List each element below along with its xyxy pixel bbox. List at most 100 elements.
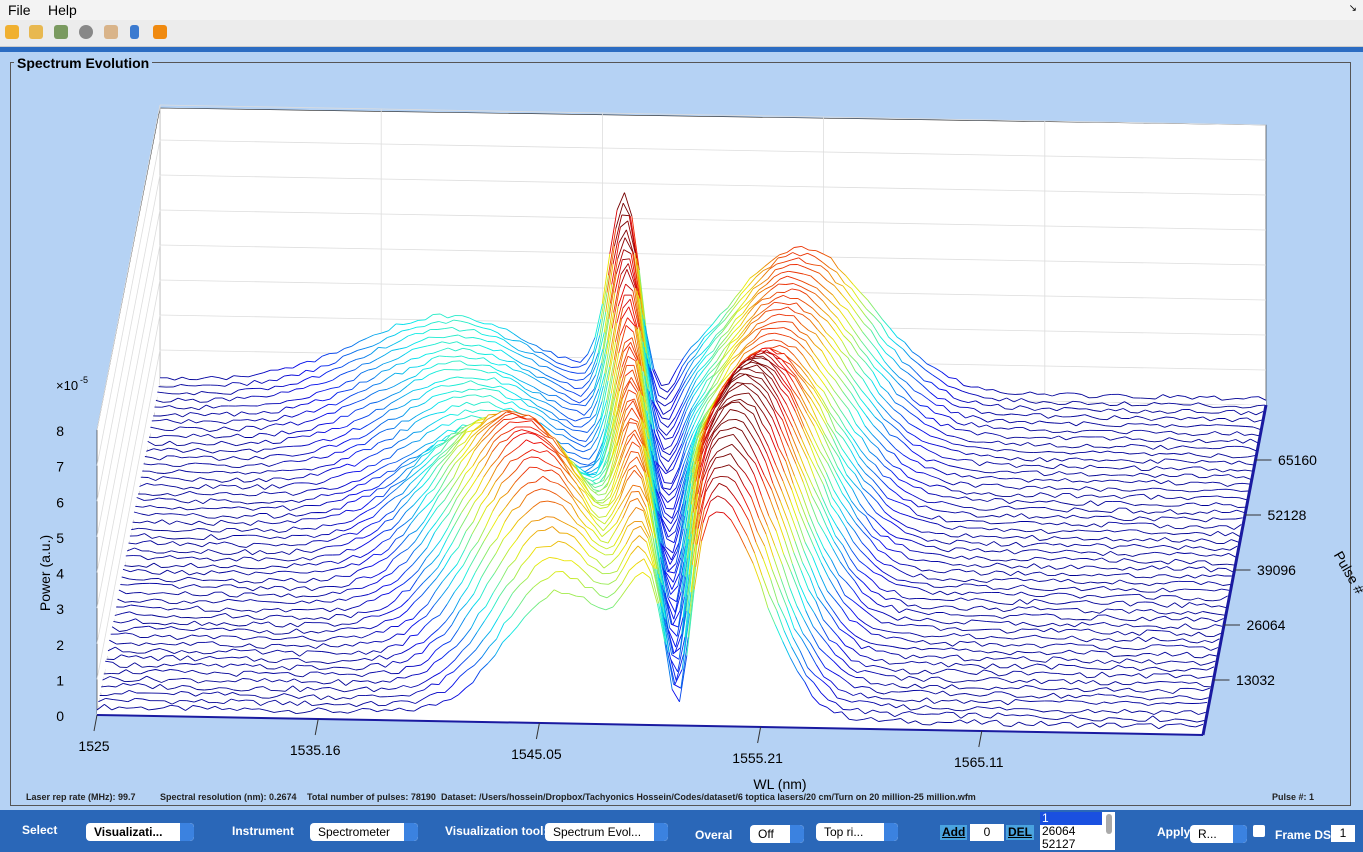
surface-line	[712, 313, 721, 324]
surface-line	[241, 411, 250, 415]
surface-line	[806, 458, 816, 479]
surface-line	[690, 402, 699, 414]
surface-line	[584, 466, 593, 473]
surface-line	[617, 375, 626, 409]
surface-line	[432, 540, 441, 551]
surface-line	[376, 354, 385, 360]
surface-line	[331, 514, 340, 516]
dropdown[interactable]: Off	[750, 825, 804, 843]
surface-line	[635, 423, 645, 446]
zoom-in-icon[interactable]	[5, 25, 19, 39]
surface-line	[675, 528, 684, 564]
surface-line	[458, 401, 467, 407]
surface-line	[285, 526, 294, 532]
surface-line	[125, 555, 1129, 575]
surface-line	[247, 502, 1155, 522]
listbox[interactable]: 1 26064 52127	[1040, 812, 1115, 850]
dock-icon[interactable]: ↘	[1348, 3, 1357, 14]
surface-line	[423, 367, 431, 370]
scrollbar[interactable]	[1106, 814, 1112, 834]
surface-line	[953, 397, 962, 402]
surface-line	[420, 425, 429, 433]
surface-line	[195, 462, 203, 465]
surface-line	[899, 423, 908, 433]
surface-line	[547, 428, 556, 435]
surface-line	[289, 383, 298, 385]
surface-line	[350, 522, 359, 529]
surface-line	[756, 266, 765, 274]
surface-line	[985, 472, 1244, 479]
surface-line	[142, 622, 1198, 644]
surface-line	[904, 342, 913, 352]
dropdown[interactable]: Spectrum Evol...	[545, 823, 668, 841]
surface-line	[689, 348, 698, 357]
surface-line	[646, 410, 655, 461]
surface-line	[202, 384, 1029, 403]
dropdown[interactable]: Spectrometer	[310, 823, 418, 841]
surface-line	[929, 442, 937, 446]
export-icon[interactable]	[153, 25, 167, 39]
menu-item[interactable]: Help	[48, 2, 77, 18]
surface-line	[1005, 603, 1013, 606]
colorbar-icon[interactable]	[130, 25, 139, 39]
surface-line	[363, 615, 372, 619]
surface-line	[1024, 420, 1254, 428]
surface-line	[769, 434, 778, 453]
surface-line	[197, 413, 1245, 436]
dropdown[interactable]: Top ri...	[816, 823, 898, 841]
surface-line	[159, 455, 1163, 478]
surface-line	[881, 373, 890, 383]
surface-line	[668, 563, 677, 572]
input[interactable]: 1	[1331, 825, 1355, 842]
surface-line	[416, 326, 425, 328]
surface-line	[859, 398, 868, 408]
surface-line	[510, 416, 526, 420]
surface-line	[432, 313, 441, 316]
surface-line	[610, 438, 619, 461]
menu-item[interactable]: File	[8, 2, 31, 18]
surface-line	[875, 359, 884, 369]
surface-line	[189, 411, 1142, 431]
surface-line	[949, 416, 958, 424]
surface-line	[641, 419, 650, 460]
list-item[interactable]: 52127	[1042, 837, 1076, 851]
surface-line	[1109, 404, 1221, 408]
pan-icon[interactable]	[104, 25, 118, 39]
surface-line	[1068, 421, 1077, 427]
surface-line	[1087, 676, 1095, 679]
surface-line	[868, 607, 876, 611]
surface-line	[326, 464, 334, 467]
surface-line	[313, 577, 1140, 596]
surface-line	[604, 328, 613, 374]
surface-line	[980, 454, 989, 457]
dropdown[interactable]: Visualizati...	[86, 823, 194, 841]
surface-line	[396, 523, 405, 530]
surface-line	[1068, 503, 1076, 506]
surface-line	[316, 517, 325, 520]
dropdown[interactable]: R...	[1190, 825, 1247, 843]
surface-line	[128, 542, 1213, 566]
surface-line	[757, 288, 766, 295]
datacursor-icon[interactable]	[54, 25, 68, 39]
surface-line	[944, 605, 1034, 609]
surface-line	[842, 285, 851, 297]
surface-line	[652, 369, 661, 388]
surface-line	[828, 458, 837, 474]
surface-line	[518, 379, 527, 385]
surface-line	[1061, 618, 1077, 621]
surface-line	[366, 553, 374, 561]
checkbox[interactable]	[1253, 825, 1265, 837]
surface-line	[547, 361, 556, 367]
surface-line	[684, 472, 693, 516]
rotate-icon[interactable]	[79, 25, 93, 39]
surface-line	[910, 586, 919, 589]
del-button[interactable]: DEL	[1006, 825, 1034, 840]
input[interactable]: 0	[970, 824, 1004, 841]
add-button[interactable]: Add	[940, 825, 968, 840]
surface-line	[565, 389, 574, 393]
surface-line	[969, 393, 978, 396]
surface-line	[421, 452, 430, 457]
surface-line	[595, 385, 604, 415]
surface-line	[164, 507, 1235, 530]
zoom-out-icon[interactable]	[29, 25, 43, 39]
